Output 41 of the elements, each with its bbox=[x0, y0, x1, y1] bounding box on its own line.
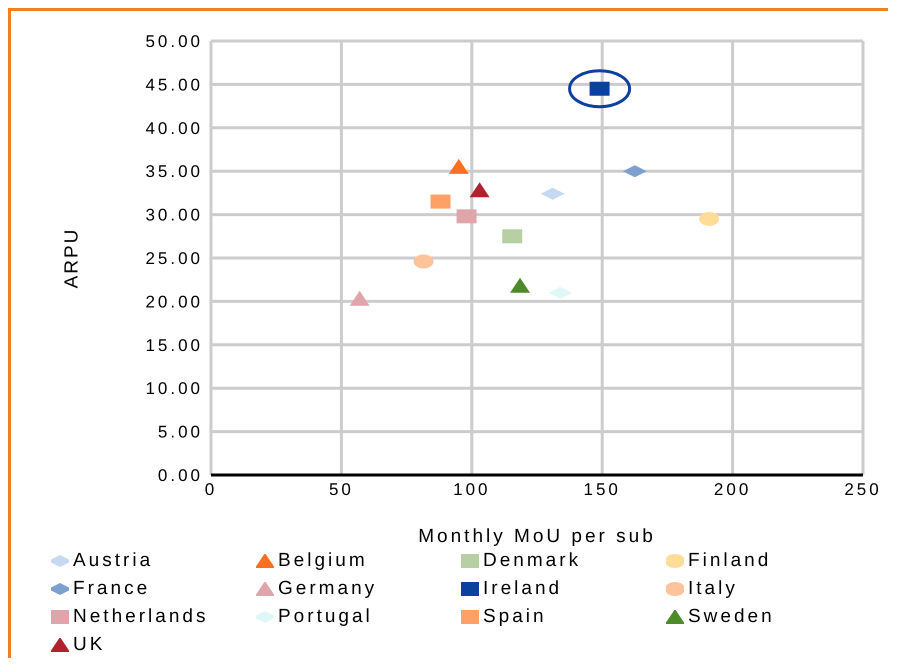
legend-label: Austria bbox=[73, 550, 154, 572]
y-tick-label: 10.00 bbox=[145, 379, 203, 398]
y-tick-label: 35.00 bbox=[145, 162, 203, 182]
y-axis-title: ARPU bbox=[62, 228, 83, 288]
legend-label: France bbox=[73, 578, 150, 600]
point bbox=[510, 278, 530, 293]
y-tick-label: 15.00 bbox=[145, 336, 203, 355]
x-tick-label: 150 bbox=[584, 480, 621, 500]
x-tick-label: 50 bbox=[328, 480, 354, 500]
y-tick-label: 0.00 bbox=[158, 466, 203, 486]
legend-label: Ireland bbox=[483, 578, 562, 600]
legend-label: Italy bbox=[688, 578, 738, 600]
point bbox=[350, 290, 370, 306]
legend-label: Netherlands bbox=[73, 606, 208, 628]
x-tick-label: 100 bbox=[453, 480, 490, 500]
x-tick-label: 200 bbox=[714, 480, 752, 500]
legend-label: Portugal bbox=[278, 606, 373, 628]
legend-label: Sweden bbox=[688, 606, 775, 628]
y-tick-label: 40.00 bbox=[145, 118, 203, 138]
x-tick-label: 250 bbox=[844, 480, 882, 500]
legend-label: Germany bbox=[278, 578, 378, 600]
point bbox=[448, 158, 469, 174]
legend-label: Belgium bbox=[278, 550, 368, 572]
y-tick-label: 20.00 bbox=[145, 292, 203, 312]
y-tick-label: 5.00 bbox=[158, 422, 203, 442]
point bbox=[470, 182, 490, 198]
x-axis-title: Monthly MoU per sub bbox=[418, 526, 656, 547]
legend-label: Finland bbox=[688, 550, 772, 572]
y-tick-label: 25.00 bbox=[145, 249, 203, 268]
point bbox=[456, 209, 477, 224]
point bbox=[699, 212, 720, 226]
legend-label: Denmark bbox=[483, 550, 582, 572]
point bbox=[414, 254, 434, 268]
x-tick-label: 0 bbox=[204, 480, 218, 500]
y-tick-label: 30.00 bbox=[145, 206, 203, 225]
legend-label: Spain bbox=[483, 606, 547, 628]
point bbox=[430, 194, 451, 209]
point bbox=[502, 229, 522, 244]
y-tick-label: 50.00 bbox=[145, 32, 203, 52]
legend-label: UK bbox=[73, 634, 106, 656]
y-tick-label: 45.00 bbox=[145, 75, 203, 94]
